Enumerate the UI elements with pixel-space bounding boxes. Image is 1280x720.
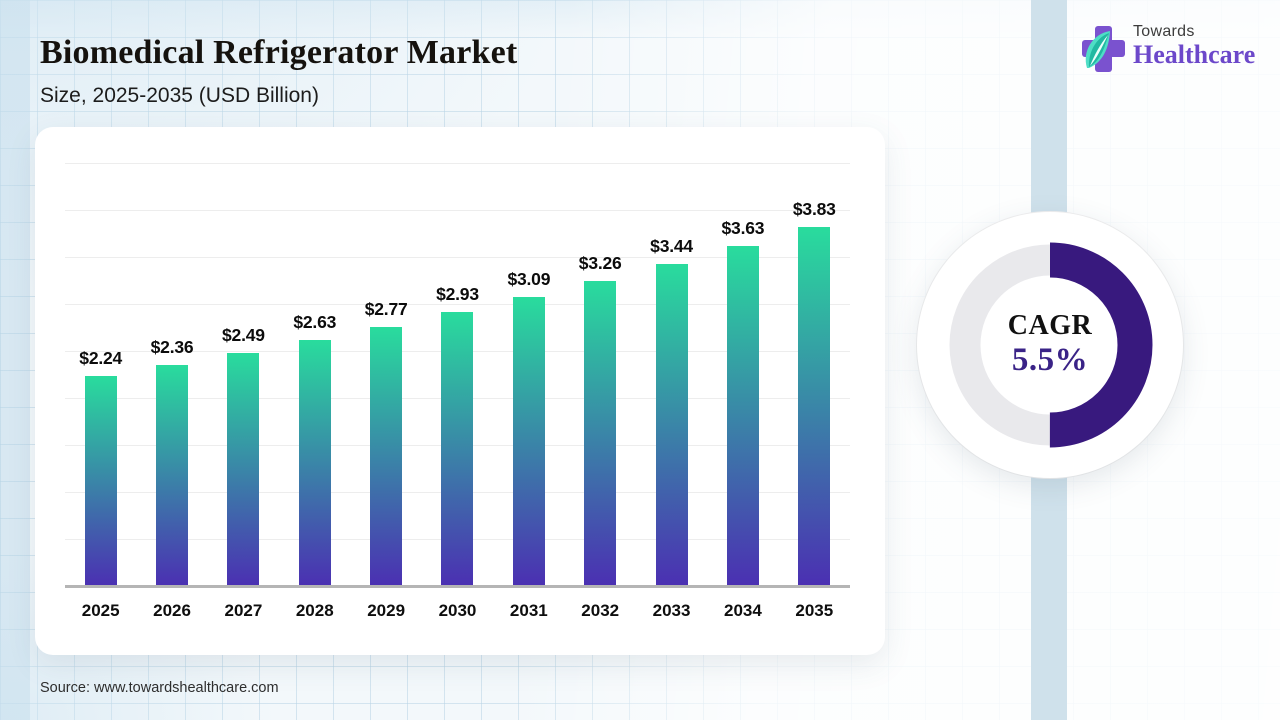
cagr-ring-arc <box>947 242 1153 448</box>
bar-slot: $2.36 <box>136 164 207 587</box>
x-axis-line <box>65 585 850 588</box>
bar-slot: $3.26 <box>565 164 636 587</box>
healthcare-cross-leaf-icon <box>1080 24 1126 79</box>
bar-value-label: $3.83 <box>792 198 836 219</box>
bar-value-label: $3.26 <box>578 252 622 273</box>
logo-word-towards: Towards <box>1133 23 1195 40</box>
cagr-ring <box>947 242 1153 448</box>
page-subtitle: Size, 2025-2035 (USD Billion) <box>40 84 319 107</box>
bar-2031 <box>512 296 545 587</box>
x-tick-2033: 2033 <box>652 601 691 620</box>
x-tick-2029: 2029 <box>367 601 406 620</box>
bar-2026 <box>156 365 189 587</box>
bar-value-label: $3.44 <box>650 235 693 256</box>
cagr-donut: CAGR 5.5% <box>917 212 1183 478</box>
bar-slot: $2.77 <box>350 164 421 587</box>
cagr-label: CAGR <box>1007 309 1093 341</box>
brand-logo: Towards Healthcare <box>1080 24 1255 79</box>
x-tick-2030: 2030 <box>438 601 477 620</box>
x-tick-2027: 2027 <box>224 601 263 620</box>
x-tick-2028: 2028 <box>295 601 334 620</box>
bar-slot: $3.83 <box>779 164 850 587</box>
bar-slot: $2.49 <box>208 164 279 587</box>
bar-2028 <box>298 339 331 587</box>
bar-2033 <box>655 263 688 587</box>
bar-value-label: $2.49 <box>222 324 265 345</box>
bar-value-label: $3.09 <box>507 268 551 289</box>
logo-word-healthcare: Healthcare <box>1133 40 1256 69</box>
bar-slot: $3.44 <box>636 164 707 587</box>
gridline <box>65 163 850 164</box>
bar-value-label: $2.36 <box>150 337 194 358</box>
year-axis: 2025 2026 2027 2028 2029 2030 2031 2032 2033 2034… <box>65 601 850 621</box>
x-tick-2026: 2026 <box>153 601 191 620</box>
x-tick-2025: 2025 <box>81 601 120 620</box>
page-title: Biomedical Refrigerator Market <box>40 34 518 71</box>
bar-slot: $2.93 <box>422 164 493 587</box>
bars-row: $2.24 $2.36 $2.49 $2.63 $2.77 $2.93 $3.09 $3.26… <box>65 164 850 587</box>
bar-value-label: $3.63 <box>721 217 765 238</box>
bar-2029 <box>370 326 403 587</box>
bar-2034 <box>726 245 759 587</box>
x-tick-2031: 2031 <box>509 601 548 620</box>
x-tick-2034: 2034 <box>724 601 762 620</box>
bar-slot: $2.24 <box>65 164 136 587</box>
bar-2030 <box>441 311 474 587</box>
x-tick-2032: 2032 <box>581 601 620 620</box>
bar-slot: $3.63 <box>707 164 778 587</box>
gridline <box>65 304 850 305</box>
bar-value-label: $2.24 <box>79 348 123 369</box>
chart-card: $2.24 $2.36 $2.49 $2.63 $2.77 $2.93 $3.09 $3.26… <box>35 127 885 655</box>
bar-2032 <box>584 280 617 587</box>
bar-slot: $3.09 <box>493 164 564 587</box>
bar-value-label: $2.77 <box>364 298 408 319</box>
gridline <box>65 210 850 211</box>
bar-value-label: $2.63 <box>293 311 337 332</box>
bar-value-label: $2.93 <box>436 283 479 304</box>
bar-2025 <box>84 376 117 587</box>
bar-2035 <box>798 226 831 587</box>
source-text: Source: www.towardshealthcare.com <box>40 680 279 696</box>
bar-2027 <box>227 352 260 587</box>
bar-slot: $2.63 <box>279 164 350 587</box>
gridline <box>65 257 850 258</box>
cagr-value: 5.5% <box>1011 342 1089 379</box>
x-tick-2035: 2035 <box>795 601 834 620</box>
